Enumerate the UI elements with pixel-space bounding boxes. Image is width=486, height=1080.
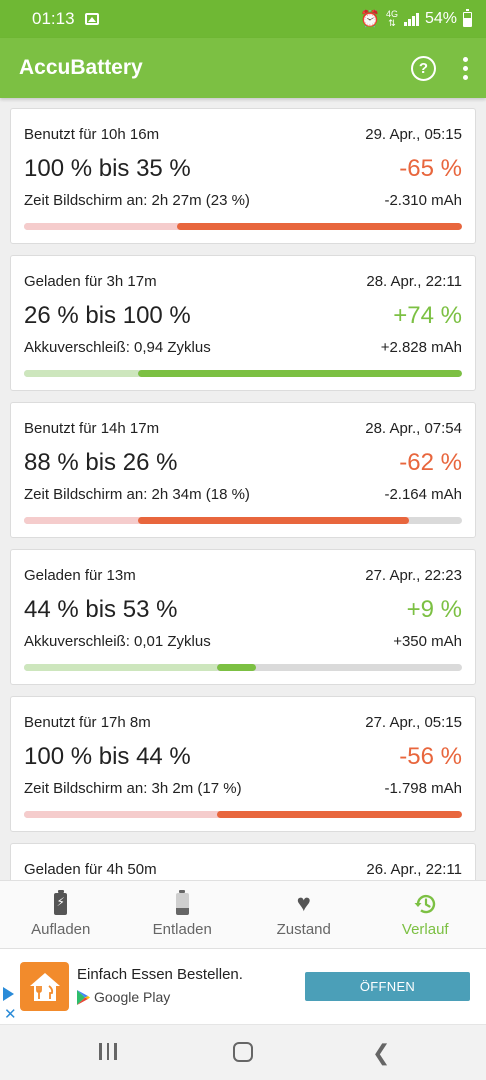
ad-open-button[interactable]: ÖFFNEN	[305, 972, 470, 1001]
ad-title[interactable]: Einfach Essen Bestellen.	[77, 966, 243, 983]
session-range: 44 % bis 53 %	[24, 596, 178, 623]
session-duration: Geladen für 4h 50m	[24, 861, 157, 878]
session-bar-track	[24, 664, 217, 671]
session-bar-track	[24, 370, 138, 377]
session-bar-fill	[137, 370, 462, 377]
tab-history-label: Verlauf	[401, 921, 449, 938]
session-date: 27. Apr., 22:23	[365, 567, 462, 584]
battery-status-icon	[463, 8, 472, 27]
session-range: 100 % bis 44 %	[24, 743, 191, 770]
tab-health-label: Zustand	[276, 921, 331, 938]
session-card[interactable]: Benutzt für 17h 8m 27. Apr., 05:15 100 % …	[10, 696, 476, 832]
session-duration: Benutzt für 17h 8m	[24, 714, 151, 731]
session-date: 28. Apr., 22:11	[366, 273, 462, 290]
session-card[interactable]: Geladen für 4h 50m 26. Apr., 22:11	[10, 843, 476, 880]
alarm-icon: ⏰	[360, 11, 380, 28]
session-duration: Benutzt für 10h 16m	[24, 126, 160, 143]
session-bar-fill	[216, 664, 257, 671]
system-navigation-bar: ❮	[0, 1024, 486, 1080]
tab-health[interactable]: ♥ Zustand	[243, 881, 365, 948]
session-date: 28. Apr., 07:54	[365, 420, 462, 437]
session-detail: Zeit Bildschirm an: 3h 2m (17 %)	[24, 780, 242, 797]
session-range: 100 % bis 35 %	[24, 155, 191, 182]
tab-history[interactable]: Verlauf	[365, 881, 486, 948]
session-detail: Zeit Bildschirm an: 2h 34m (18 %)	[24, 486, 250, 503]
session-level-bar	[24, 370, 462, 377]
session-mah: +2.828 mAh	[380, 339, 462, 356]
battery-charging-icon	[54, 890, 68, 915]
app-bar: AccuBattery ?	[0, 38, 486, 98]
recent-apps-icon[interactable]	[99, 1043, 117, 1060]
session-bar-fill	[137, 517, 410, 524]
heart-icon: ♥	[296, 890, 311, 917]
session-level-bar	[24, 223, 462, 230]
network-type-indicator: 4G ⇅	[385, 9, 398, 28]
battery-low-icon	[175, 890, 189, 915]
session-percent-change: -65 %	[399, 155, 462, 182]
advertiser-logo[interactable]	[20, 962, 69, 1011]
status-time: 01:13	[32, 9, 75, 28]
session-bar-fill	[216, 811, 462, 818]
session-percent-change: +74 %	[393, 302, 462, 329]
session-level-bar	[24, 664, 462, 671]
gallery-notification-icon	[84, 13, 99, 25]
session-date: 27. Apr., 05:15	[365, 714, 462, 731]
session-duration: Geladen für 3h 17m	[24, 273, 157, 290]
session-percent-change: -56 %	[399, 743, 462, 770]
session-history-list[interactable]: Benutzt für 10h 16m 29. Apr., 05:15 100 %…	[0, 98, 486, 880]
session-level-bar	[24, 811, 462, 818]
session-bar-fill	[177, 223, 462, 230]
session-date: 26. Apr., 22:11	[366, 861, 462, 878]
session-mah: -1.798 mAh	[384, 780, 462, 797]
session-percent-change: +9 %	[406, 596, 462, 623]
signal-icon	[403, 12, 419, 26]
session-duration: Benutzt für 14h 17m	[24, 420, 160, 437]
session-detail: Akkuverschleiß: 0,94 Zyklus	[24, 339, 211, 356]
session-level-bar	[24, 517, 462, 524]
house-fork-icon	[29, 972, 60, 1001]
history-icon	[414, 894, 436, 914]
battery-percent: 54%	[424, 10, 457, 27]
session-range: 88 % bis 26 %	[24, 449, 178, 476]
session-card[interactable]: Benutzt für 14h 17m 28. Apr., 07:54 88 % …	[10, 402, 476, 538]
session-card[interactable]: Geladen für 3h 17m 28. Apr., 22:11 26 % b…	[10, 255, 476, 391]
more-options-icon[interactable]	[462, 56, 468, 80]
session-mah: -2.164 mAh	[384, 486, 462, 503]
home-icon[interactable]	[233, 1042, 253, 1062]
session-percent-change: -62 %	[399, 449, 462, 476]
session-duration: Geladen für 13m	[24, 567, 136, 584]
session-range: 26 % bis 100 %	[24, 302, 191, 329]
session-date: 29. Apr., 05:15	[365, 126, 462, 143]
help-icon[interactable]: ?	[411, 55, 436, 81]
adchoices-icon[interactable]	[3, 987, 14, 1001]
close-ad-icon[interactable]: ✕	[4, 1006, 17, 1023]
session-card[interactable]: Benutzt für 10h 16m 29. Apr., 05:15 100 %…	[10, 108, 476, 244]
ad-banner[interactable]: ✕ Einfach Essen Bestellen. Google Play Ö…	[0, 948, 486, 1024]
tab-discharge[interactable]: Entladen	[122, 881, 244, 948]
bottom-navigation: Aufladen Entladen ♥ Zustand Verlauf	[0, 880, 486, 948]
tab-charge[interactable]: Aufladen	[0, 881, 122, 948]
app-title: AccuBattery	[19, 56, 143, 79]
tab-discharge-label: Entladen	[152, 921, 212, 938]
ad-store: Google Play	[77, 989, 170, 1005]
back-icon[interactable]: ❮	[372, 1041, 391, 1066]
session-detail: Akkuverschleiß: 0,01 Zyklus	[24, 633, 211, 650]
session-mah: +350 mAh	[393, 633, 462, 650]
session-card[interactable]: Geladen für 13m 27. Apr., 22:23 44 % bis …	[10, 549, 476, 685]
session-mah: -2.310 mAh	[384, 192, 462, 209]
tab-charge-label: Aufladen	[31, 921, 91, 938]
session-detail: Zeit Bildschirm an: 2h 27m (23 %)	[24, 192, 250, 209]
google-play-icon	[77, 989, 90, 1005]
status-bar: 01:13 ⏰ 4G ⇅ 54%	[0, 0, 486, 38]
